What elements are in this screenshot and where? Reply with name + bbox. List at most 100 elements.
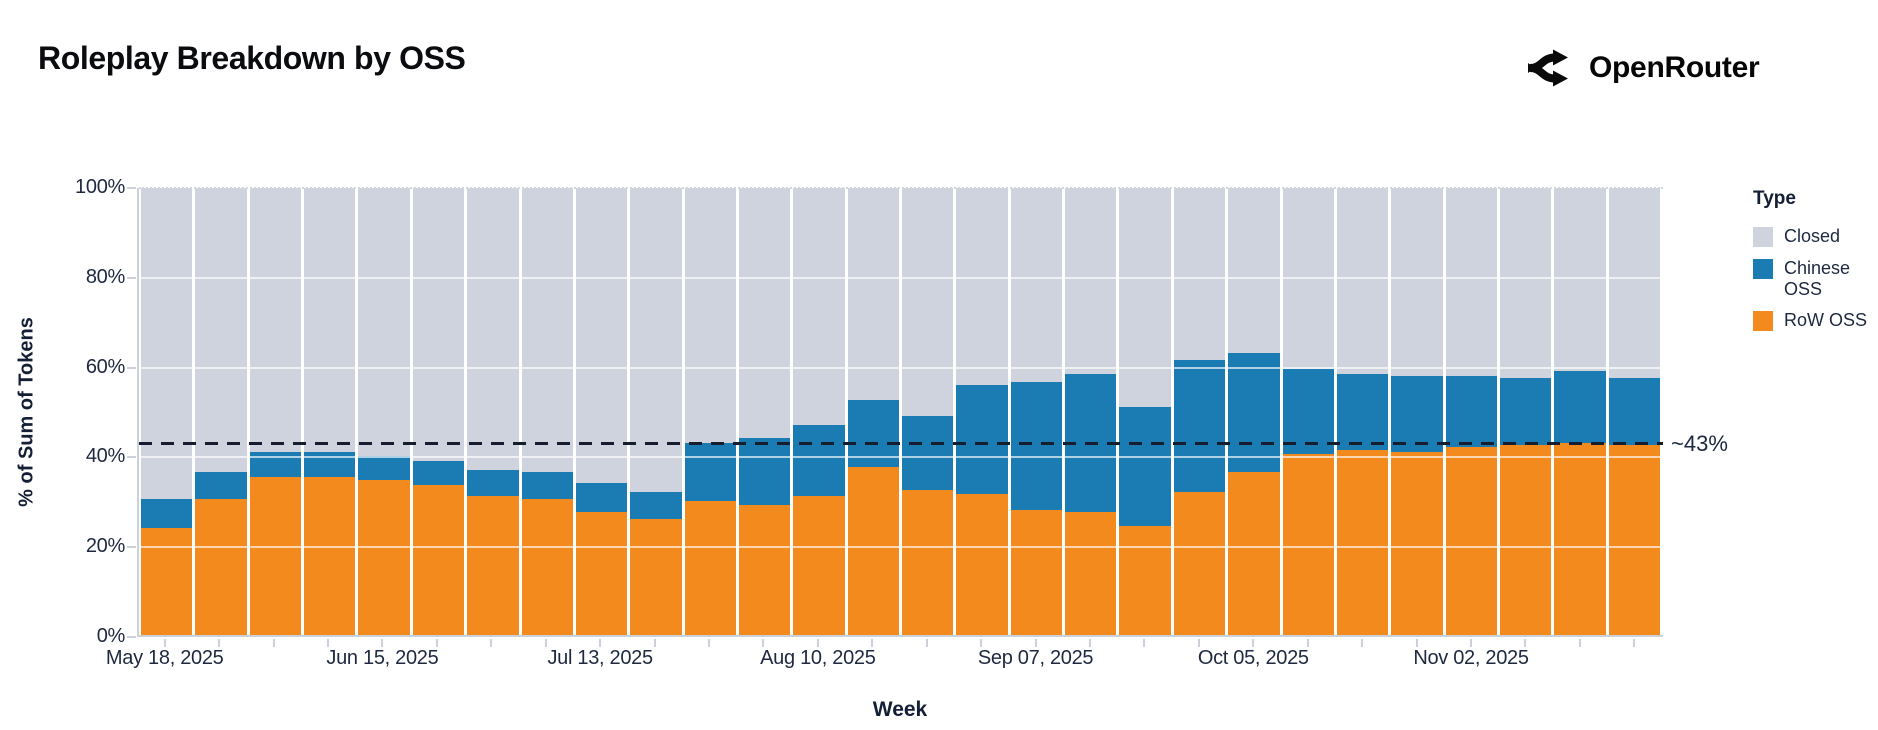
bar-week-jun-08-2025[interactable] <box>304 188 356 635</box>
bar-segment-closed[interactable] <box>521 188 573 472</box>
bar-segment-chinese-oss[interactable] <box>1391 375 1443 452</box>
bar-segment-row-oss[interactable] <box>304 477 356 635</box>
bar-week-aug-10-2025[interactable] <box>793 188 845 635</box>
bar-segment-chinese-oss[interactable] <box>195 471 247 500</box>
bar-segment-closed[interactable] <box>412 188 465 461</box>
bar-segment-row-oss[interactable] <box>1499 445 1552 635</box>
bar-segment-row-oss[interactable] <box>141 527 193 635</box>
bar-week-jun-15-2025[interactable] <box>358 188 410 635</box>
bar-week-oct-19-2025[interactable] <box>1336 188 1389 635</box>
bar-segment-chinese-oss[interactable] <box>902 415 954 490</box>
bar-segment-closed[interactable] <box>358 188 410 457</box>
legend-entry-chinese-oss[interactable]: Chinese OSS <box>1753 258 1873 299</box>
bar-week-sep-14-2025[interactable] <box>1065 188 1117 635</box>
bar-segment-closed[interactable] <box>195 188 247 472</box>
bar-segment-row-oss[interactable] <box>630 518 682 635</box>
bar-segment-closed[interactable] <box>1445 188 1497 376</box>
bar-week-nov-02-2025[interactable] <box>1445 188 1497 635</box>
bar-segment-chinese-oss[interactable] <box>1608 377 1661 446</box>
bar-week-nov-23-2025[interactable] <box>1608 188 1661 635</box>
bar-segment-closed[interactable] <box>1336 188 1389 374</box>
legend-entry-closed[interactable]: Closed <box>1753 226 1873 247</box>
bar-segment-closed[interactable] <box>249 188 302 452</box>
bar-segment-row-oss[interactable] <box>467 496 519 635</box>
bar-segment-closed[interactable] <box>467 188 519 470</box>
bar-segment-closed[interactable] <box>1499 188 1552 378</box>
bar-segment-closed[interactable] <box>304 188 356 452</box>
bar-segment-row-oss[interactable] <box>738 505 791 635</box>
bar-week-nov-16-2025[interactable] <box>1554 188 1606 635</box>
bar-segment-closed[interactable] <box>684 188 736 443</box>
bar-segment-chinese-oss[interactable] <box>1119 407 1171 526</box>
bar-segment-row-oss[interactable] <box>575 512 628 635</box>
bar-segment-row-oss[interactable] <box>1119 525 1171 635</box>
bar-week-jul-20-2025[interactable] <box>630 188 682 635</box>
bar-segment-closed[interactable] <box>738 188 791 439</box>
bar-segment-chinese-oss[interactable] <box>738 438 791 506</box>
bar-segment-closed[interactable] <box>1065 188 1117 374</box>
bar-segment-row-oss[interactable] <box>1445 447 1497 635</box>
bar-segment-row-oss[interactable] <box>1608 445 1661 635</box>
bar-segment-row-oss[interactable] <box>684 500 736 635</box>
bar-week-oct-05-2025[interactable] <box>1228 188 1280 635</box>
bar-segment-row-oss[interactable] <box>521 498 573 635</box>
bar-segment-closed[interactable] <box>575 188 628 484</box>
bar-segment-chinese-oss[interactable] <box>630 491 682 519</box>
bar-segment-chinese-oss[interactable] <box>358 456 410 480</box>
bar-segment-row-oss[interactable] <box>1065 512 1117 635</box>
bar-week-sep-28-2025[interactable] <box>1173 188 1226 635</box>
bar-week-aug-17-2025[interactable] <box>847 188 900 635</box>
bar-week-jul-06-2025[interactable] <box>521 188 573 635</box>
bar-segment-row-oss[interactable] <box>1282 453 1334 635</box>
bar-week-aug-24-2025[interactable] <box>902 188 954 635</box>
bar-segment-closed[interactable] <box>630 188 682 492</box>
legend-entry-row-oss[interactable]: RoW OSS <box>1753 310 1873 332</box>
bar-segment-row-oss[interactable] <box>1391 451 1443 635</box>
bar-segment-row-oss[interactable] <box>847 467 900 635</box>
bar-segment-row-oss[interactable] <box>1336 449 1389 635</box>
bar-segment-closed[interactable] <box>1228 188 1280 354</box>
bar-segment-chinese-oss[interactable] <box>956 384 1008 495</box>
bar-segment-chinese-oss[interactable] <box>412 460 465 486</box>
bar-segment-closed[interactable] <box>1119 188 1171 408</box>
bar-segment-row-oss[interactable] <box>412 485 465 635</box>
bar-segment-chinese-oss[interactable] <box>1282 369 1334 454</box>
bar-segment-closed[interactable] <box>793 188 845 425</box>
bar-week-jun-29-2025[interactable] <box>467 188 519 635</box>
bar-segment-closed[interactable] <box>847 188 900 401</box>
bar-week-aug-03-2025[interactable] <box>738 188 791 635</box>
bar-segment-chinese-oss[interactable] <box>793 424 845 497</box>
bar-segment-row-oss[interactable] <box>1010 509 1063 635</box>
bar-week-oct-26-2025[interactable] <box>1391 188 1443 635</box>
bar-segment-closed[interactable] <box>956 188 1008 385</box>
bar-segment-chinese-oss[interactable] <box>141 498 193 528</box>
bar-segment-row-oss[interactable] <box>1228 471 1280 635</box>
bar-segment-chinese-oss[interactable] <box>1499 377 1552 446</box>
bar-week-may-18-2025[interactable] <box>141 188 193 635</box>
bar-week-aug-31-2025[interactable] <box>956 188 1008 635</box>
bar-week-jul-13-2025[interactable] <box>575 188 628 635</box>
bar-segment-chinese-oss[interactable] <box>1010 382 1063 510</box>
bar-week-nov-09-2025[interactable] <box>1499 188 1552 635</box>
bar-week-oct-12-2025[interactable] <box>1282 188 1334 635</box>
bar-segment-chinese-oss[interactable] <box>1173 360 1226 492</box>
bar-segment-closed[interactable] <box>902 188 954 416</box>
bar-segment-chinese-oss[interactable] <box>521 471 573 499</box>
bar-segment-row-oss[interactable] <box>1173 491 1226 635</box>
bar-segment-closed[interactable] <box>1391 188 1443 376</box>
bar-week-sep-21-2025[interactable] <box>1119 188 1171 635</box>
bar-week-jul-27-2025[interactable] <box>684 188 736 635</box>
bar-week-jun-01-2025[interactable] <box>249 188 302 635</box>
bar-segment-chinese-oss[interactable] <box>1445 375 1497 448</box>
bar-segment-chinese-oss[interactable] <box>684 442 736 501</box>
bar-segment-closed[interactable] <box>1608 188 1661 378</box>
bar-segment-chinese-oss[interactable] <box>1554 371 1606 443</box>
bar-week-jun-22-2025[interactable] <box>412 188 465 635</box>
bar-segment-row-oss[interactable] <box>1554 442 1606 635</box>
bar-week-may-25-2025[interactable] <box>195 188 247 635</box>
bar-segment-chinese-oss[interactable] <box>575 483 628 513</box>
bar-segment-chinese-oss[interactable] <box>249 451 302 478</box>
bar-segment-row-oss[interactable] <box>902 489 954 635</box>
bar-segment-chinese-oss[interactable] <box>1228 353 1280 472</box>
bar-week-sep-07-2025[interactable] <box>1010 188 1063 635</box>
